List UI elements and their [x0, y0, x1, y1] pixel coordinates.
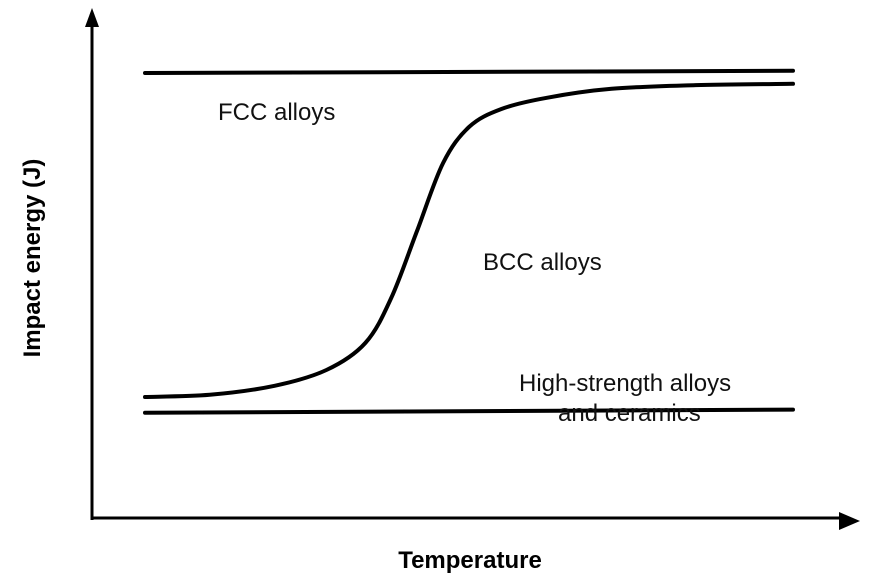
- series-line-bcc-alloys: [143, 81, 795, 399]
- annotation-high-strength-alloys: High-strength alloys: [519, 370, 731, 397]
- x-axis-label: Temperature: [398, 547, 542, 574]
- y-axis-label: Impact energy (J): [19, 159, 46, 358]
- annotation-and-ceramics: and ceramics: [558, 400, 701, 427]
- annotation-bcc-alloys: BCC alloys: [483, 249, 602, 276]
- series-line-high-strength-alloys-and-ceramics: [143, 407, 795, 415]
- series-line-fcc-alloys: [143, 68, 795, 75]
- annotation-fcc-alloys: FCC alloys: [218, 99, 335, 126]
- x-axis-arrow-icon: [839, 512, 860, 530]
- y-axis-arrow-icon: [85, 8, 99, 27]
